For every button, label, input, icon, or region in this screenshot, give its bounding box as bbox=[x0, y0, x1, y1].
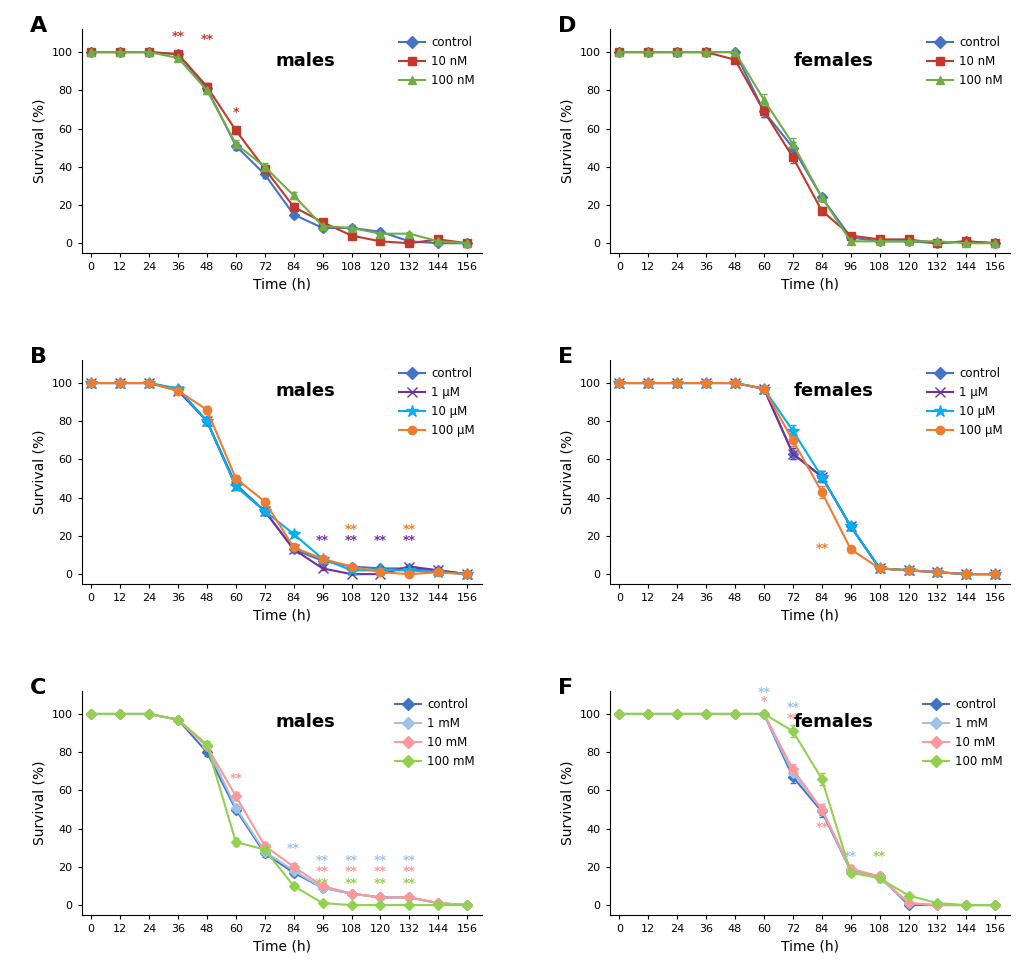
Text: **: ** bbox=[344, 534, 358, 548]
Text: **: ** bbox=[374, 877, 386, 889]
Text: **: ** bbox=[287, 865, 300, 879]
Text: **: ** bbox=[287, 843, 300, 855]
Legend: control, 1 μM, 10 μM, 100 μM: control, 1 μM, 10 μM, 100 μM bbox=[923, 364, 1006, 441]
Text: D: D bbox=[557, 16, 576, 36]
Text: **: ** bbox=[403, 534, 416, 548]
Y-axis label: Survival (%): Survival (%) bbox=[559, 430, 574, 514]
Text: *: * bbox=[232, 106, 238, 119]
Text: **: ** bbox=[786, 712, 799, 726]
Text: A: A bbox=[30, 16, 47, 36]
Text: **: ** bbox=[403, 523, 416, 536]
Text: **: ** bbox=[403, 865, 416, 879]
Text: females: females bbox=[793, 713, 873, 732]
Text: **: ** bbox=[374, 854, 386, 867]
Text: females: females bbox=[793, 382, 873, 401]
Y-axis label: Survival (%): Survival (%) bbox=[559, 761, 574, 846]
Text: **: ** bbox=[316, 534, 329, 548]
Text: *: * bbox=[760, 696, 766, 708]
Legend: control, 1 mM, 10 mM, 100 mM: control, 1 mM, 10 mM, 100 mM bbox=[919, 695, 1006, 772]
X-axis label: Time (h): Time (h) bbox=[780, 608, 838, 623]
Text: **: ** bbox=[403, 854, 416, 867]
Text: **: ** bbox=[872, 850, 886, 863]
Text: C: C bbox=[30, 677, 46, 698]
Text: **: ** bbox=[786, 701, 799, 714]
Text: E: E bbox=[557, 346, 573, 367]
Text: **: ** bbox=[814, 821, 827, 835]
Legend: control, 1 mM, 10 mM, 100 mM: control, 1 mM, 10 mM, 100 mM bbox=[391, 695, 478, 772]
Text: **: ** bbox=[344, 854, 358, 867]
Text: **: ** bbox=[316, 854, 329, 867]
Text: **: ** bbox=[344, 877, 358, 889]
Text: **: ** bbox=[316, 877, 329, 889]
Text: **: ** bbox=[757, 686, 769, 699]
Y-axis label: Survival (%): Survival (%) bbox=[559, 98, 574, 183]
Text: females: females bbox=[793, 52, 873, 69]
Text: males: males bbox=[275, 382, 335, 401]
X-axis label: Time (h): Time (h) bbox=[253, 939, 311, 954]
Text: **: ** bbox=[374, 534, 386, 548]
Text: **: ** bbox=[258, 843, 271, 855]
Text: **: ** bbox=[171, 29, 184, 43]
Legend: control, 1 μM, 10 μM, 100 μM: control, 1 μM, 10 μM, 100 μM bbox=[395, 364, 478, 441]
Text: **: ** bbox=[200, 33, 213, 47]
Text: **: ** bbox=[344, 523, 358, 536]
Text: males: males bbox=[275, 713, 335, 732]
Text: **: ** bbox=[344, 865, 358, 879]
Text: **: ** bbox=[403, 877, 416, 889]
X-axis label: Time (h): Time (h) bbox=[253, 277, 311, 291]
Text: F: F bbox=[557, 677, 573, 698]
Y-axis label: Survival (%): Survival (%) bbox=[32, 430, 46, 514]
Text: **: ** bbox=[374, 865, 386, 879]
Y-axis label: Survival (%): Survival (%) bbox=[32, 761, 46, 846]
Y-axis label: Survival (%): Survival (%) bbox=[32, 98, 46, 183]
Legend: control, 10 nM, 100 nM: control, 10 nM, 100 nM bbox=[923, 33, 1006, 90]
Text: **: ** bbox=[229, 772, 243, 784]
Text: males: males bbox=[275, 52, 335, 69]
X-axis label: Time (h): Time (h) bbox=[780, 939, 838, 954]
X-axis label: Time (h): Time (h) bbox=[780, 277, 838, 291]
Text: **: ** bbox=[814, 542, 827, 555]
Text: **: ** bbox=[844, 850, 856, 863]
Text: **: ** bbox=[316, 865, 329, 879]
Legend: control, 10 nM, 100 nM: control, 10 nM, 100 nM bbox=[395, 33, 478, 90]
X-axis label: Time (h): Time (h) bbox=[253, 608, 311, 623]
Text: B: B bbox=[30, 346, 47, 367]
